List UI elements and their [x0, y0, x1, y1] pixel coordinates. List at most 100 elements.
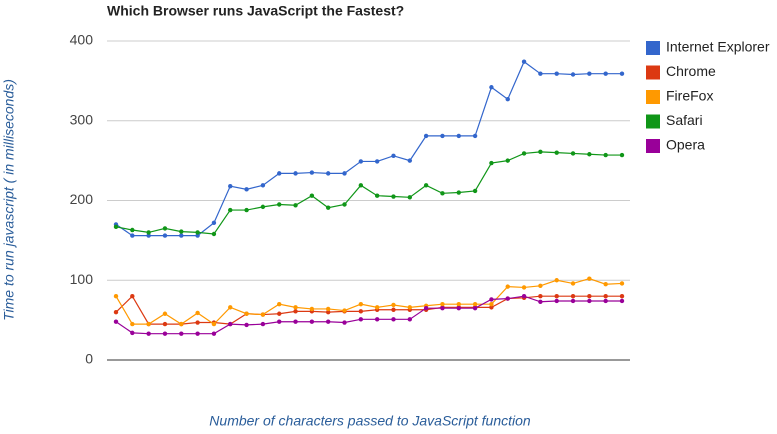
data-point	[325, 205, 331, 210]
data-point	[325, 306, 331, 312]
data-point	[456, 305, 461, 311]
data-point	[146, 230, 151, 235]
data-point	[211, 220, 217, 226]
data-point	[130, 227, 135, 233]
data-point	[179, 321, 184, 327]
data-point	[325, 319, 331, 324]
data-point	[391, 153, 396, 159]
data-point	[423, 183, 429, 188]
legend-swatch	[646, 114, 660, 129]
series-line	[115, 295, 622, 325]
data-point	[603, 71, 608, 76]
data-point	[342, 171, 347, 176]
data-point	[195, 233, 200, 238]
data-point	[277, 319, 282, 324]
data-point	[407, 317, 413, 322]
series-line	[115, 295, 622, 335]
legend-label: FireFox	[666, 88, 713, 104]
data-point	[538, 294, 543, 299]
data-point	[472, 133, 478, 139]
data-point	[603, 282, 608, 287]
data-point	[440, 191, 445, 196]
data-point	[440, 305, 445, 311]
data-point	[603, 294, 608, 299]
data-point	[260, 312, 266, 317]
legend-swatch	[646, 65, 660, 80]
data-point	[342, 308, 347, 313]
data-point	[260, 321, 266, 327]
data-point	[211, 331, 217, 336]
series-line	[115, 278, 623, 325]
data-point	[358, 183, 364, 188]
data-point	[325, 309, 331, 315]
data-point	[293, 203, 298, 208]
data-point	[162, 311, 168, 316]
data-point	[113, 294, 119, 299]
data-point	[472, 188, 478, 194]
data-point	[619, 152, 625, 158]
data-point	[391, 307, 396, 312]
y-tick-label: 0	[85, 351, 93, 367]
data-point	[358, 309, 364, 314]
data-point	[195, 310, 200, 316]
data-point	[358, 301, 364, 307]
data-point	[603, 152, 608, 158]
data-point	[570, 298, 576, 304]
data-point	[325, 171, 331, 176]
y-tick-label: 300	[70, 111, 94, 127]
series-line	[115, 60, 622, 237]
data-point	[554, 294, 559, 299]
data-point	[228, 183, 233, 189]
data-point	[293, 309, 298, 314]
data-point	[489, 297, 494, 302]
data-point	[472, 305, 478, 311]
data-point	[130, 330, 135, 336]
data-point	[228, 321, 233, 327]
data-point	[587, 276, 592, 281]
data-point	[130, 321, 135, 327]
data-point	[391, 194, 396, 199]
data-point	[440, 301, 445, 307]
legend-swatch	[646, 41, 660, 55]
data-point	[358, 317, 364, 322]
data-point	[423, 133, 429, 139]
data-point	[538, 299, 543, 304]
data-point	[244, 311, 249, 316]
data-point	[293, 171, 298, 176]
legend-swatch	[646, 90, 660, 104]
data-point	[162, 321, 168, 327]
data-point	[162, 331, 168, 336]
data-point	[489, 160, 494, 166]
data-point	[309, 170, 315, 175]
x-axis-title: Number of characters passed to JavaScrip…	[209, 413, 531, 429]
data-point	[309, 193, 315, 198]
legend-swatch	[646, 139, 660, 153]
data-point	[309, 319, 315, 324]
data-point	[244, 187, 249, 192]
y-tick-label: 400	[70, 32, 94, 48]
data-point	[521, 59, 527, 64]
y-tick-label: 100	[70, 271, 94, 287]
data-point	[538, 283, 543, 289]
data-point	[179, 331, 184, 336]
data-point	[489, 305, 494, 310]
data-point	[211, 231, 217, 237]
data-point	[130, 233, 135, 238]
data-point	[619, 294, 625, 299]
data-point	[505, 97, 510, 102]
data-point	[195, 320, 200, 325]
data-point	[505, 158, 510, 163]
data-point	[277, 202, 282, 207]
data-point	[554, 150, 559, 155]
data-point	[342, 320, 347, 325]
data-point	[587, 294, 592, 299]
data-point	[374, 317, 380, 322]
data-point	[195, 230, 200, 235]
data-point	[391, 317, 396, 322]
data-point	[358, 159, 364, 164]
data-point	[113, 309, 119, 315]
data-point	[554, 278, 559, 283]
data-point	[244, 322, 249, 328]
data-point	[538, 71, 543, 76]
